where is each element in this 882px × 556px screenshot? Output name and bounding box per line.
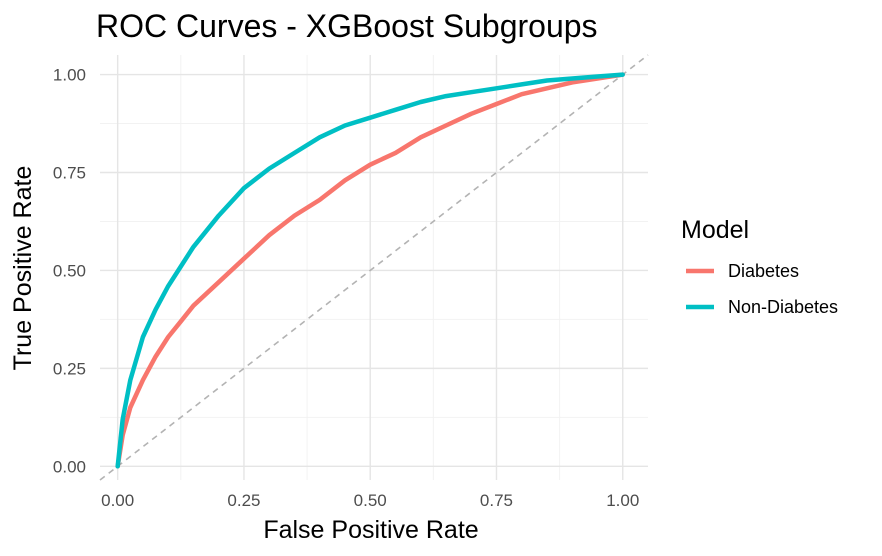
x-tick-label: 0.25 xyxy=(227,491,260,510)
y-tick-label: 0.75 xyxy=(53,164,86,183)
legend-label: Diabetes xyxy=(728,261,799,281)
y-tick-label: 0.25 xyxy=(53,359,86,378)
legend-title: Model xyxy=(681,216,749,244)
reference-diagonal-line xyxy=(99,54,649,481)
x-axis-title: False Positive Rate xyxy=(263,516,478,544)
series-line-diabetes xyxy=(115,72,625,469)
legend-entries: Diabetes Non-Diabetes xyxy=(686,261,838,317)
y-tick-label: 0.00 xyxy=(53,457,86,476)
x-tick-label: 0.50 xyxy=(354,491,387,510)
y-tick-label: 0.50 xyxy=(53,261,86,280)
series-lines xyxy=(115,72,625,469)
y-axis-title: True Positive Rate xyxy=(9,166,37,371)
x-tick-label: 1.00 xyxy=(606,491,639,510)
series-line-non-diabetes xyxy=(115,72,625,469)
x-tick-label: 0.00 xyxy=(101,491,134,510)
chart-title: ROC Curves - XGBoost Subgroups xyxy=(96,8,598,44)
legend: Model Diabetes Non-Diabetes xyxy=(681,216,838,317)
legend-label: Non-Diabetes xyxy=(728,297,838,317)
grid xyxy=(100,55,648,480)
x-tick-labels: 0.00 0.25 0.50 0.75 1.00 xyxy=(101,491,639,510)
x-tick-label: 0.75 xyxy=(480,491,513,510)
y-tick-label: 1.00 xyxy=(53,66,86,85)
y-tick-labels: 0.00 0.25 0.50 0.75 1.00 xyxy=(53,66,86,477)
reference-line-group xyxy=(99,54,649,481)
